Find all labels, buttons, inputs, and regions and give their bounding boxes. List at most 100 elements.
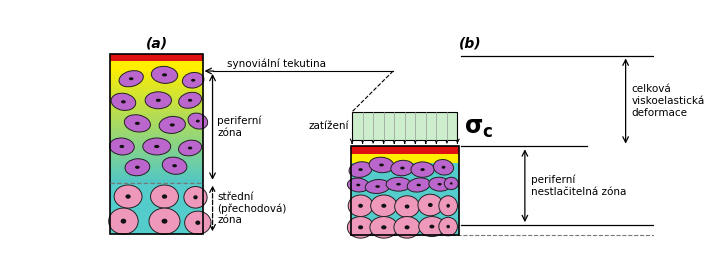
Bar [111,106,204,108]
Bar [111,152,204,154]
Ellipse shape [419,217,445,237]
Ellipse shape [396,183,401,186]
Ellipse shape [182,72,204,88]
Text: $\mathbf{\sigma_c}$: $\mathbf{\sigma_c}$ [465,116,494,140]
Ellipse shape [358,204,363,208]
Ellipse shape [450,182,453,185]
Ellipse shape [185,211,211,234]
Ellipse shape [179,140,201,156]
Bar [111,165,204,167]
Bar [111,65,204,67]
Bar [111,109,204,111]
Bar [111,175,204,177]
Bar [111,103,204,105]
Ellipse shape [111,93,136,110]
Bar [111,94,204,96]
Bar [111,163,204,165]
Bar [111,161,204,162]
Bar [111,168,204,170]
Bar [111,122,204,124]
Bar [111,121,204,123]
Ellipse shape [162,194,167,199]
Bar [350,154,459,163]
Bar [111,111,204,112]
Bar [111,83,204,84]
Ellipse shape [188,113,208,129]
Ellipse shape [365,179,390,193]
Bar [111,99,204,101]
Ellipse shape [446,225,450,228]
Bar [111,97,204,99]
Ellipse shape [135,122,140,125]
Ellipse shape [407,178,430,192]
Ellipse shape [348,195,373,217]
Ellipse shape [154,145,159,148]
Bar [111,144,204,146]
Ellipse shape [188,99,192,102]
Bar [111,60,204,71]
Bar [111,77,204,79]
Ellipse shape [119,71,143,87]
Bar [111,75,204,77]
Ellipse shape [193,195,198,199]
Bar [111,96,204,98]
Bar [111,181,204,183]
Ellipse shape [358,225,363,229]
Bar [111,158,204,160]
Bar [111,169,204,171]
Bar [111,136,204,137]
Ellipse shape [417,184,421,186]
Bar [111,81,204,83]
Ellipse shape [125,159,150,176]
Bar [111,90,204,92]
Bar [111,127,204,128]
Ellipse shape [184,186,207,208]
Bar [111,74,204,76]
Bar [111,183,204,234]
Ellipse shape [428,203,433,207]
Ellipse shape [142,138,171,155]
Ellipse shape [420,168,425,171]
Bar [111,166,204,168]
Bar [111,102,204,104]
Bar [111,171,204,173]
Ellipse shape [124,115,150,132]
Ellipse shape [129,77,134,80]
Bar [111,172,204,174]
Ellipse shape [172,164,177,167]
Bar [111,162,204,164]
Ellipse shape [401,167,405,169]
Bar [111,147,204,149]
Bar [111,134,204,136]
Bar [111,112,204,114]
Ellipse shape [441,166,446,169]
Bar [111,108,204,109]
Ellipse shape [150,185,178,208]
Ellipse shape [149,208,180,234]
Bar [350,147,459,235]
Bar [111,88,204,90]
Bar [111,66,204,68]
Bar [111,119,204,121]
Text: celková
viskoelastická
deformace: celková viskoelastická deformace [632,85,705,118]
Ellipse shape [159,117,185,133]
Ellipse shape [135,166,140,169]
Ellipse shape [110,138,134,155]
Bar [111,140,204,142]
Bar [111,84,204,86]
Bar [111,180,204,182]
Ellipse shape [429,177,451,191]
Bar [111,143,204,145]
Ellipse shape [433,160,454,175]
Bar [111,93,204,95]
Text: periferní
nestlačitelná zóna: periferní nestlačitelná zóna [531,175,627,197]
Ellipse shape [349,162,372,178]
Bar [350,147,459,154]
Ellipse shape [371,195,397,217]
Ellipse shape [348,217,374,238]
Bar [111,159,204,161]
Ellipse shape [405,205,409,209]
Bar [111,156,204,158]
Ellipse shape [348,178,369,192]
Text: (b): (b) [459,36,482,50]
